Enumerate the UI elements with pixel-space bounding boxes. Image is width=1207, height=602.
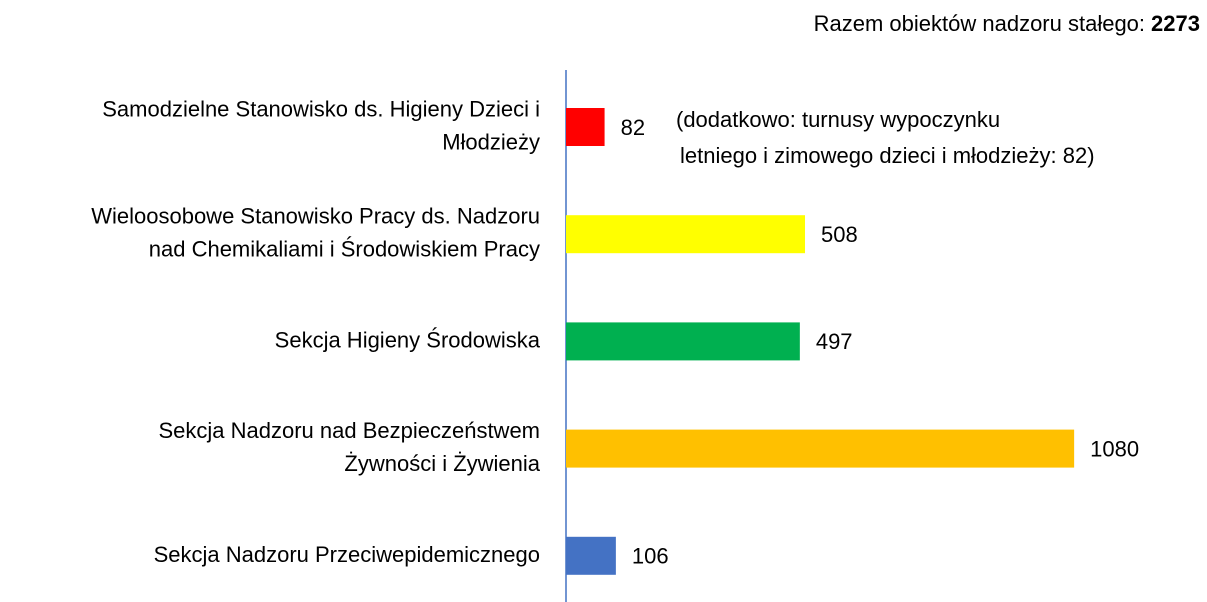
category-label: Samodzielne Stanowisko ds. Higieny Dziec… bbox=[102, 96, 540, 154]
category-line: nad Chemikaliami i Środowiskiem Pracy bbox=[149, 237, 540, 262]
value-label: 106 bbox=[632, 544, 669, 569]
bar bbox=[566, 322, 800, 361]
annotation: letniego i zimowego dzieci i młodzieży: … bbox=[680, 143, 1095, 168]
value-label: 82 bbox=[621, 115, 645, 140]
chart-title: Razem obiektów nadzoru stałego: 2273 bbox=[814, 11, 1200, 36]
category-line: Wieloosobowe Stanowisko Pracy ds. Nadzor… bbox=[91, 204, 540, 229]
value-label: 1080 bbox=[1090, 436, 1139, 461]
annotation: (dodatkowo: turnusy wypoczynku bbox=[676, 107, 1000, 132]
title-total: 2273 bbox=[1151, 11, 1200, 36]
category-line: Samodzielne Stanowisko ds. Higieny Dziec… bbox=[102, 96, 540, 121]
category-line: Sekcja Nadzoru Przeciwepidemicznego bbox=[154, 542, 540, 567]
category-line: Sekcja Nadzoru nad Bezpieczeństwem bbox=[158, 418, 540, 443]
category-label: Sekcja Nadzoru Przeciwepidemicznego bbox=[154, 542, 540, 567]
bar bbox=[566, 429, 1075, 468]
category-label: Sekcja Nadzoru nad Bezpieczeństwem Żywnoś… bbox=[158, 418, 540, 476]
bar bbox=[566, 108, 605, 146]
category-line: Sekcja Higieny Środowiska bbox=[275, 327, 541, 352]
category-label: Wieloosobowe Stanowisko Pracy ds. Nadzor… bbox=[91, 204, 540, 262]
value-label: 497 bbox=[816, 329, 853, 354]
bar bbox=[566, 215, 806, 254]
bar bbox=[566, 536, 616, 575]
category-line: Żywności i Żywienia bbox=[344, 451, 540, 476]
category-line: Młodzieży bbox=[442, 129, 540, 154]
title-text: Razem obiektów nadzoru stałego: bbox=[814, 11, 1145, 36]
value-label: 508 bbox=[821, 222, 858, 247]
category-label: Sekcja Higieny Środowiska bbox=[275, 327, 541, 352]
